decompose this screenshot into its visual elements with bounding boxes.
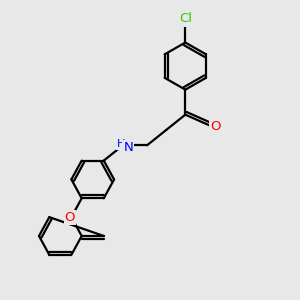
Text: O: O: [65, 211, 75, 224]
Text: O: O: [210, 120, 220, 133]
Text: H: H: [117, 139, 126, 149]
Text: Cl: Cl: [179, 13, 192, 26]
Text: N: N: [123, 141, 133, 154]
